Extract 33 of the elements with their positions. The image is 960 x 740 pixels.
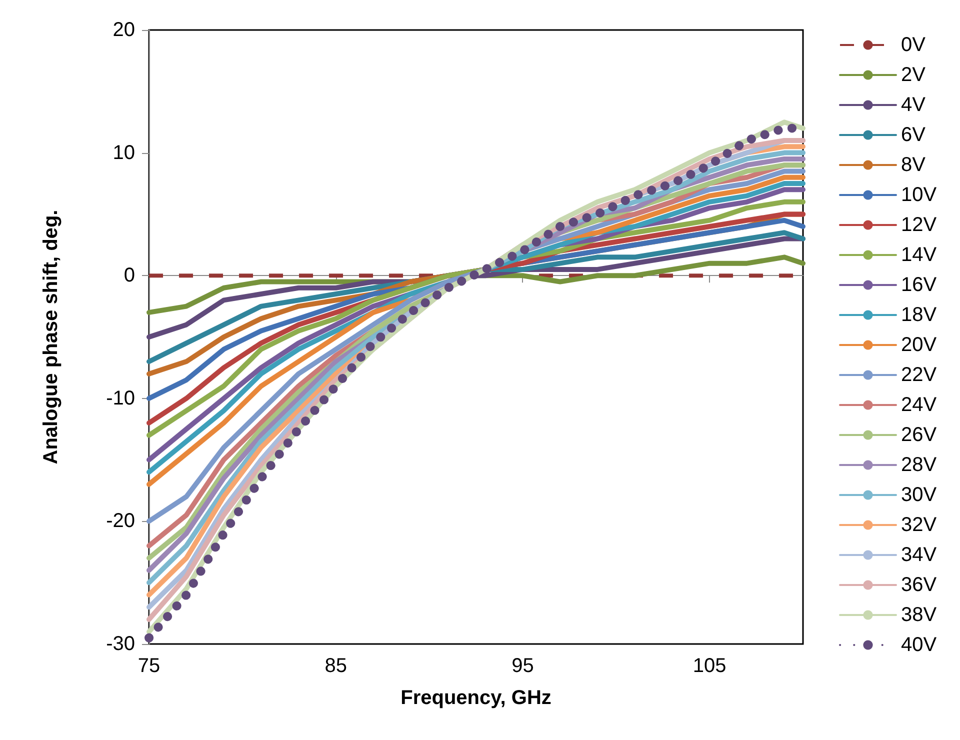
legend-label: 20V	[901, 334, 938, 356]
x-tick-label: 85	[324, 655, 347, 677]
legend-label: 14V	[901, 244, 938, 266]
x-axis-title: Frequency, GHz	[400, 687, 552, 709]
legend-label: 0V	[901, 34, 926, 56]
legend-label: 24V	[901, 394, 938, 416]
y-tick-label: 0	[124, 264, 135, 287]
legend-label: 16V	[901, 274, 938, 296]
legend-label: 36V	[901, 574, 938, 596]
legend-label: 34V	[901, 544, 938, 566]
legend-label: 38V	[901, 604, 938, 626]
legend-label: 12V	[901, 214, 938, 236]
legend-label: 30V	[901, 484, 938, 506]
y-tick-label: -20	[106, 510, 135, 532]
legend-label: 22V	[901, 364, 938, 386]
legend-label: 4V	[901, 94, 926, 116]
legend-label: 6V	[901, 124, 926, 146]
y-tick-label: 20	[112, 19, 135, 41]
legend-label: 8V	[901, 154, 926, 176]
legend-label: 26V	[901, 424, 938, 446]
legend-label: 2V	[901, 64, 926, 86]
legend-label: 18V	[901, 304, 938, 326]
legend-label: 40V	[901, 634, 938, 656]
legend-label: 10V	[901, 184, 938, 206]
legend-label: 28V	[901, 454, 938, 476]
legend-label: 32V	[901, 514, 938, 536]
x-tick-label: 105	[692, 655, 726, 677]
y-tick-label: -10	[106, 387, 135, 410]
y-tick-label: 10	[112, 142, 135, 164]
x-tick-label: 95	[512, 655, 534, 677]
y-tick-label: -30	[106, 633, 135, 655]
y-axis-title: Analogue phase shift, deg.	[40, 210, 62, 464]
x-tick-label: 75	[138, 655, 160, 677]
